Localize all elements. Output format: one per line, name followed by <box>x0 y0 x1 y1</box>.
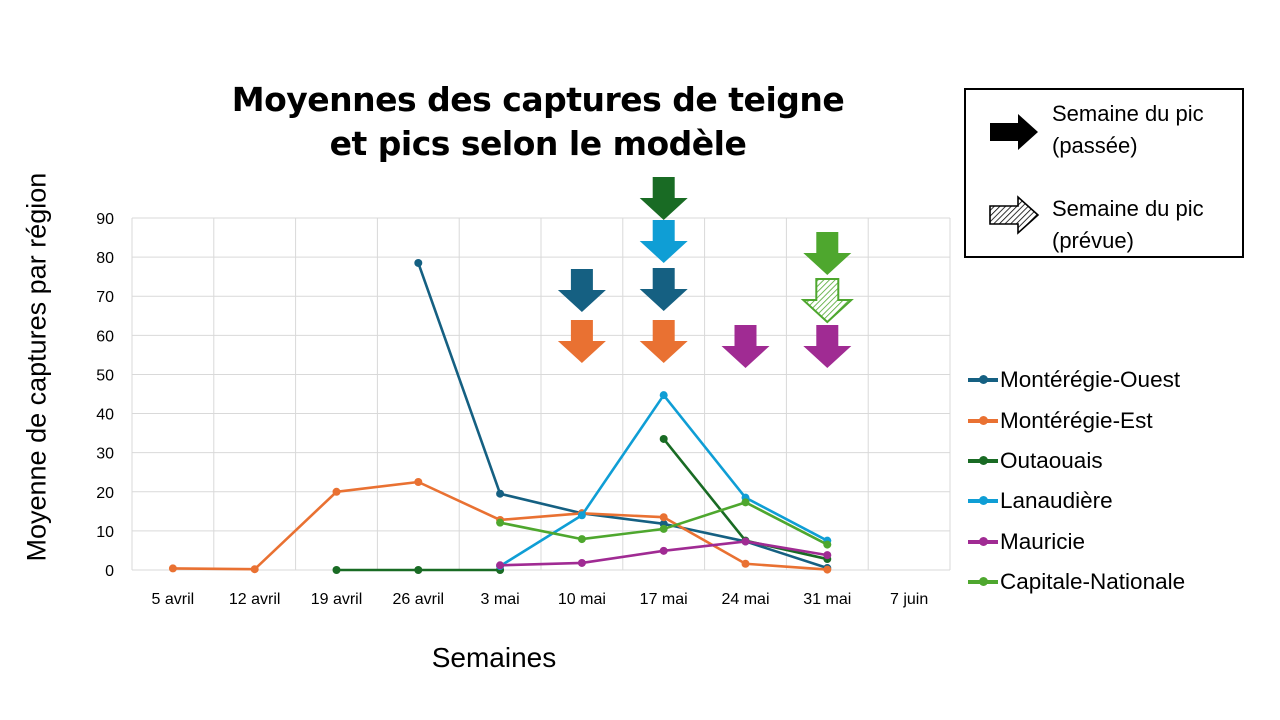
line-marker-icon <box>968 415 998 425</box>
down-arrow-icon <box>803 232 852 275</box>
y-tick-label: 0 <box>105 563 114 580</box>
line-marker-icon <box>968 496 998 506</box>
x-tick-label: 12 avril <box>229 591 281 608</box>
chart-title-line-1: Moyennes des captures de teigne <box>231 80 845 119</box>
series-capitale-nationale <box>496 498 832 549</box>
legend-label: Montérégie-Ouest <box>1000 367 1181 393</box>
arrow-legend: Semaine du pic (passée) Semaine du pic (… <box>964 88 1244 258</box>
series-lanaudi-re <box>496 391 832 571</box>
down-arrow-icon <box>557 320 606 363</box>
down-arrow-icon <box>721 325 770 368</box>
arrow-legend-forecast-label-2: (prévue) <box>1052 228 1134 253</box>
x-axis-ticks: 5 avril 12 avril 19 avril 26 avril 3 mai 10 m… <box>152 591 929 608</box>
peak-arrows <box>557 177 854 368</box>
series-mauricie <box>496 537 832 570</box>
down-arrow-icon <box>639 268 688 311</box>
y-tick-label: 70 <box>96 289 114 306</box>
line-marker-icon <box>968 536 998 546</box>
chart-title-line-2: et pics selon le modèle <box>329 124 747 163</box>
x-tick-label: 10 mai <box>558 591 606 608</box>
y-tick-label: 60 <box>96 328 114 345</box>
legend-label: Lanaudière <box>1000 488 1113 514</box>
x-tick-label: 31 mai <box>803 591 851 608</box>
x-tick-label: 26 avril <box>393 591 445 608</box>
down-arrow-icon <box>803 325 852 368</box>
x-tick-label: 19 avril <box>311 591 363 608</box>
hatched-down-arrow-icon <box>800 278 854 324</box>
legend-item-monteregie-est: Montérégie-Est <box>968 400 1185 440</box>
x-tick-label: 17 mai <box>640 591 688 608</box>
series-legend: Montérégie-Ouest Montérégie-Est Outaouai… <box>968 360 1185 602</box>
legend-item-lanaudiere: Lanaudière <box>968 481 1185 521</box>
x-tick-label: 24 mai <box>721 591 769 608</box>
x-tick-label: 5 avril <box>152 591 195 608</box>
legend-item-mauricie: Mauricie <box>968 522 1185 562</box>
legend-label: Montérégie-Est <box>1000 407 1153 433</box>
y-axis-ticks: 0 10 20 30 40 50 60 70 80 90 <box>96 211 114 580</box>
y-tick-label: 50 <box>96 367 114 384</box>
legend-label: Mauricie <box>1000 528 1086 554</box>
line-marker-icon <box>968 455 998 465</box>
y-tick-label: 10 <box>96 524 114 541</box>
chart-title: Moyennes des captures de teigne et pics … <box>200 78 876 166</box>
y-tick-label: 30 <box>96 446 114 463</box>
arrow-legend-forecast-label-1: Semaine du pic <box>1052 196 1204 221</box>
legend-label: Capitale-Nationale <box>1000 569 1186 595</box>
down-arrow-icon <box>639 177 688 220</box>
arrow-legend-forecast: Semaine du pic (prévue) <box>966 187 1242 257</box>
x-tick-label: 3 mai <box>481 591 520 608</box>
y-tick-label: 20 <box>96 485 114 502</box>
line-marker-icon <box>968 375 998 385</box>
line-marker-icon <box>968 577 998 587</box>
legend-label: Outaouais <box>1000 447 1103 473</box>
down-arrow-icon <box>639 220 688 263</box>
series-lines <box>168 258 832 574</box>
y-tick-label: 90 <box>96 211 114 228</box>
x-axis-label: Semaines <box>431 642 557 673</box>
arrow-legend-past-label-2: (passée) <box>1052 133 1138 158</box>
y-tick-label: 80 <box>96 250 114 267</box>
down-arrow-icon <box>557 269 606 312</box>
down-arrow-icon <box>639 320 688 363</box>
legend-item-outaouais: Outaouais <box>968 441 1185 481</box>
x-tick-label: 7 juin <box>890 591 928 608</box>
legend-item-monteregie-ouest: Montérégie-Ouest <box>968 360 1185 400</box>
solid-arrow-icon <box>990 114 1038 150</box>
arrow-legend-past: Semaine du pic (passée) <box>966 92 1242 162</box>
gridlines <box>131 217 951 571</box>
legend-item-capitale-nationale: Capitale-Nationale <box>968 562 1185 602</box>
arrow-legend-past-label-1: Semaine du pic <box>1052 101 1204 126</box>
y-tick-label: 40 <box>96 407 114 424</box>
hatched-arrow-icon <box>989 195 1040 235</box>
